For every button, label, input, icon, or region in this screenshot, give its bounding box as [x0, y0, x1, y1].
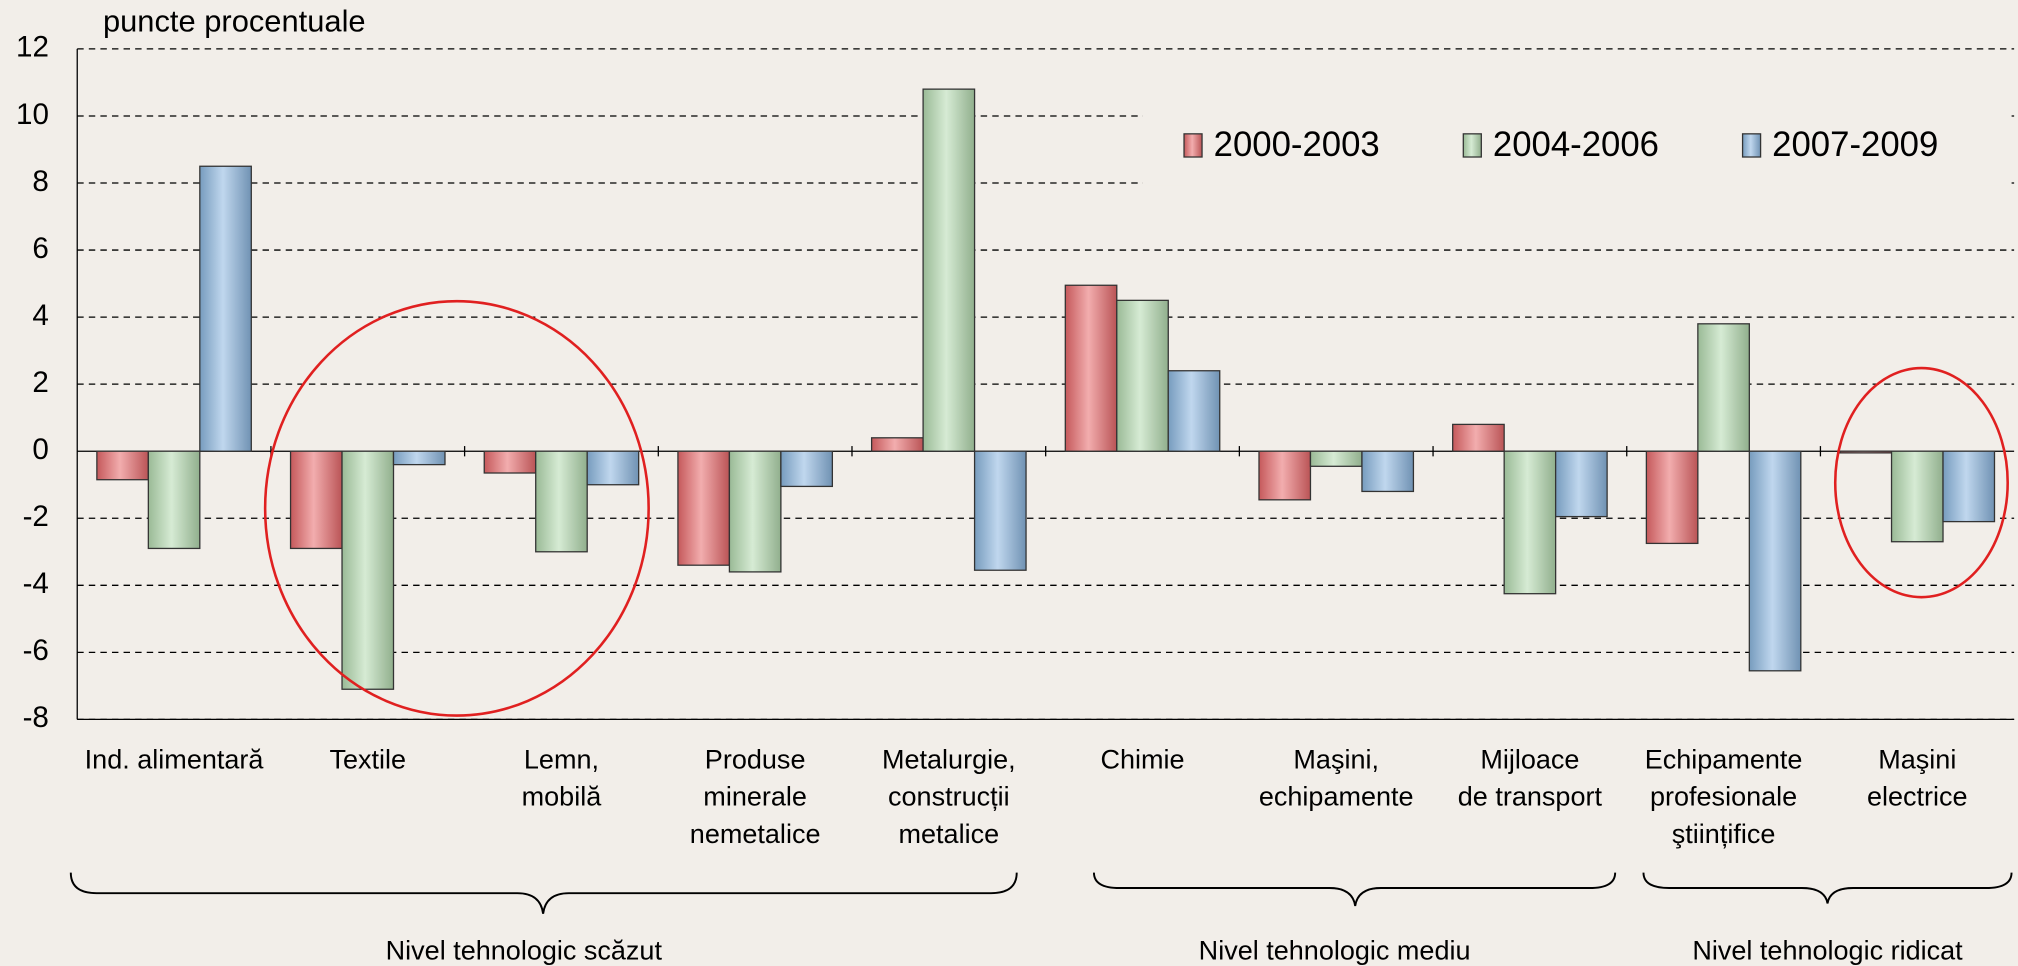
x-tick-label: Maşini electrice [1866, 745, 1968, 813]
bar [1503, 450, 1557, 595]
bar [1890, 450, 1944, 543]
y-tick-label: 12 [16, 31, 49, 64]
x-tick-label-box: Echipamente profesionale ştiințifice [1644, 745, 1803, 850]
bar [1942, 450, 1996, 523]
bar [147, 450, 201, 550]
bars [96, 88, 1996, 690]
x-tick-label: Mijloace de transport [1457, 745, 1603, 813]
bar [1452, 423, 1505, 452]
group-label: Nivel tehnologic scăzut [386, 935, 663, 965]
legend-background [1142, 105, 2012, 186]
bar [973, 450, 1027, 571]
bar [1116, 299, 1169, 452]
bar [728, 450, 782, 573]
bar [1167, 370, 1221, 452]
bar [96, 450, 149, 481]
x-tick-label-box: Lemn, mobilă [521, 745, 602, 813]
highlight-circle [1833, 366, 2009, 599]
legend-swatch [1462, 133, 1482, 158]
bar [1361, 450, 1415, 493]
x-tick-label: Chimie [1100, 745, 1185, 775]
bar [199, 165, 252, 452]
group-label: Nivel tehnologic ridicat [1692, 935, 1963, 965]
y-tick-label: 10 [16, 98, 49, 131]
bar [392, 450, 446, 466]
bar [586, 450, 640, 486]
y-tick-label: -6 [23, 634, 49, 667]
bar [483, 450, 537, 474]
legend-label: 2004-2006 [1493, 126, 1659, 164]
y-axis-label: puncte procentuale [103, 3, 366, 38]
legend: 2000-2003 2004-2006 2007-2009 [1142, 105, 2012, 186]
x-tick-label: Maşini, echipamente [1258, 745, 1414, 813]
y-tick-label: 8 [32, 165, 48, 198]
group-brace [1092, 872, 1617, 907]
x-tick-label: Ind. alimentară [84, 745, 264, 775]
y-tick-label: 0 [32, 433, 48, 466]
bar [535, 450, 588, 553]
y-tick-label: 4 [32, 299, 48, 332]
x-tick-label-box: Chimie [1100, 745, 1185, 775]
x-axis: Ind. alimentară Textile Lemn, mobilă Produs… [84, 745, 1968, 850]
bar [1554, 450, 1608, 518]
bar [1309, 450, 1363, 467]
legend-label: 2000-2003 [1214, 126, 1380, 164]
x-tick-label-box: Textile [329, 745, 407, 775]
bar [1258, 450, 1312, 501]
x-tick-label-box: Produse minerale nemetalice [689, 745, 821, 850]
bar [677, 450, 731, 566]
bar [922, 88, 976, 452]
bar [780, 450, 834, 488]
legend-label: 2007-2009 [1772, 126, 1938, 164]
group-label: Nivel tehnologic mediu [1199, 935, 1471, 965]
x-tick-label: Lemn, mobilă [521, 745, 602, 813]
y-tick-label: -8 [23, 701, 49, 734]
x-tick-label-box: Maşini, echipamente [1258, 745, 1414, 813]
legend-swatch [1183, 133, 1203, 158]
x-tick-label-box: Mijloace de transport [1457, 745, 1603, 813]
y-tick-label: 6 [32, 232, 48, 265]
y-tick-label: 2 [32, 366, 48, 399]
x-tick-label: Echipamente profesionale ştiințifice [1644, 745, 1803, 850]
x-tick-label: Textile [329, 745, 407, 775]
group-brace [1642, 872, 2013, 904]
group-brace [69, 872, 1018, 914]
bar [1839, 450, 1893, 454]
bar [341, 450, 395, 690]
bar [1748, 450, 1802, 672]
bar [1064, 284, 1118, 452]
x-tick-label: Produse minerale nemetalice [689, 745, 821, 850]
bar [870, 437, 924, 452]
legend-swatch [1741, 133, 1762, 158]
x-tick-label-box: Ind. alimentară [84, 745, 264, 775]
bar [289, 450, 343, 550]
x-tick-label-box: Metalurgie, construcții metalice [881, 745, 1016, 850]
bar [1645, 450, 1699, 545]
x-tick-label: Metalurgie, construcții metalice [881, 745, 1016, 850]
bar [1697, 323, 1750, 452]
y-tick-label: -2 [23, 500, 49, 533]
x-tick-label-box: Maşini electrice [1866, 745, 1968, 813]
y-tick-label: -4 [23, 567, 49, 600]
highlight-circle [263, 299, 650, 717]
